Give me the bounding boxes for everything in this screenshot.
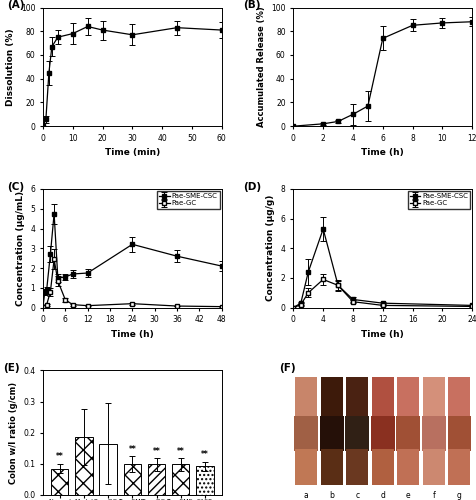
Legend: Pae-SME-CSC, Pae-GC: Pae-SME-CSC, Pae-GC bbox=[157, 191, 219, 208]
Bar bbox=[447, 376, 469, 420]
Y-axis label: Colon w/l ratio (g/cm): Colon w/l ratio (g/cm) bbox=[9, 382, 18, 484]
Y-axis label: Accumulated Release (%): Accumulated Release (%) bbox=[256, 6, 265, 127]
Text: (B): (B) bbox=[243, 0, 260, 10]
Bar bbox=[320, 449, 342, 485]
Bar bbox=[397, 376, 418, 420]
Bar bbox=[371, 376, 393, 420]
Text: **: ** bbox=[128, 444, 136, 454]
Text: **: ** bbox=[201, 450, 208, 459]
Bar bbox=[345, 416, 368, 452]
Text: (E): (E) bbox=[4, 363, 20, 373]
Bar bbox=[51, 468, 69, 495]
X-axis label: Time (h): Time (h) bbox=[361, 330, 403, 339]
X-axis label: Time (h): Time (h) bbox=[361, 148, 403, 158]
Y-axis label: Concentration (μg/mL): Concentration (μg/mL) bbox=[16, 190, 25, 306]
Text: **: ** bbox=[177, 446, 184, 456]
Bar bbox=[294, 416, 317, 452]
Bar bbox=[396, 416, 419, 452]
Bar bbox=[397, 449, 418, 485]
X-axis label: Time (h): Time (h) bbox=[111, 330, 153, 339]
Bar bbox=[422, 449, 444, 485]
Bar bbox=[196, 466, 213, 495]
Bar bbox=[370, 416, 394, 452]
Text: (C): (C) bbox=[7, 182, 24, 192]
Text: (F): (F) bbox=[278, 363, 295, 373]
Bar bbox=[421, 416, 445, 452]
Bar bbox=[422, 376, 444, 420]
Text: e: e bbox=[405, 492, 410, 500]
Bar bbox=[99, 444, 117, 495]
Text: g: g bbox=[456, 492, 461, 500]
Y-axis label: Dissolution (%): Dissolution (%) bbox=[6, 28, 15, 106]
Text: c: c bbox=[355, 492, 358, 500]
Text: a: a bbox=[303, 492, 308, 500]
Bar bbox=[123, 464, 141, 495]
Bar bbox=[346, 449, 367, 485]
Bar bbox=[371, 449, 393, 485]
Text: b: b bbox=[328, 492, 333, 500]
Text: (A): (A) bbox=[7, 0, 25, 10]
Bar bbox=[295, 376, 317, 420]
Bar bbox=[172, 464, 189, 495]
Text: (D): (D) bbox=[243, 182, 261, 192]
X-axis label: Time (min): Time (min) bbox=[105, 148, 159, 158]
Text: d: d bbox=[379, 492, 385, 500]
Text: **: ** bbox=[56, 452, 63, 462]
Bar bbox=[75, 438, 92, 495]
Text: **: ** bbox=[152, 446, 160, 456]
Bar bbox=[446, 416, 470, 452]
Bar bbox=[295, 449, 317, 485]
Bar bbox=[319, 416, 343, 452]
Y-axis label: Concentration (μg/g): Concentration (μg/g) bbox=[266, 195, 275, 302]
Text: f: f bbox=[432, 492, 435, 500]
Bar bbox=[447, 449, 469, 485]
Bar bbox=[148, 464, 165, 495]
Bar bbox=[320, 376, 342, 420]
Bar bbox=[346, 376, 367, 420]
Legend: Pae-SME-CSC, Pae-GC: Pae-SME-CSC, Pae-GC bbox=[407, 191, 469, 208]
